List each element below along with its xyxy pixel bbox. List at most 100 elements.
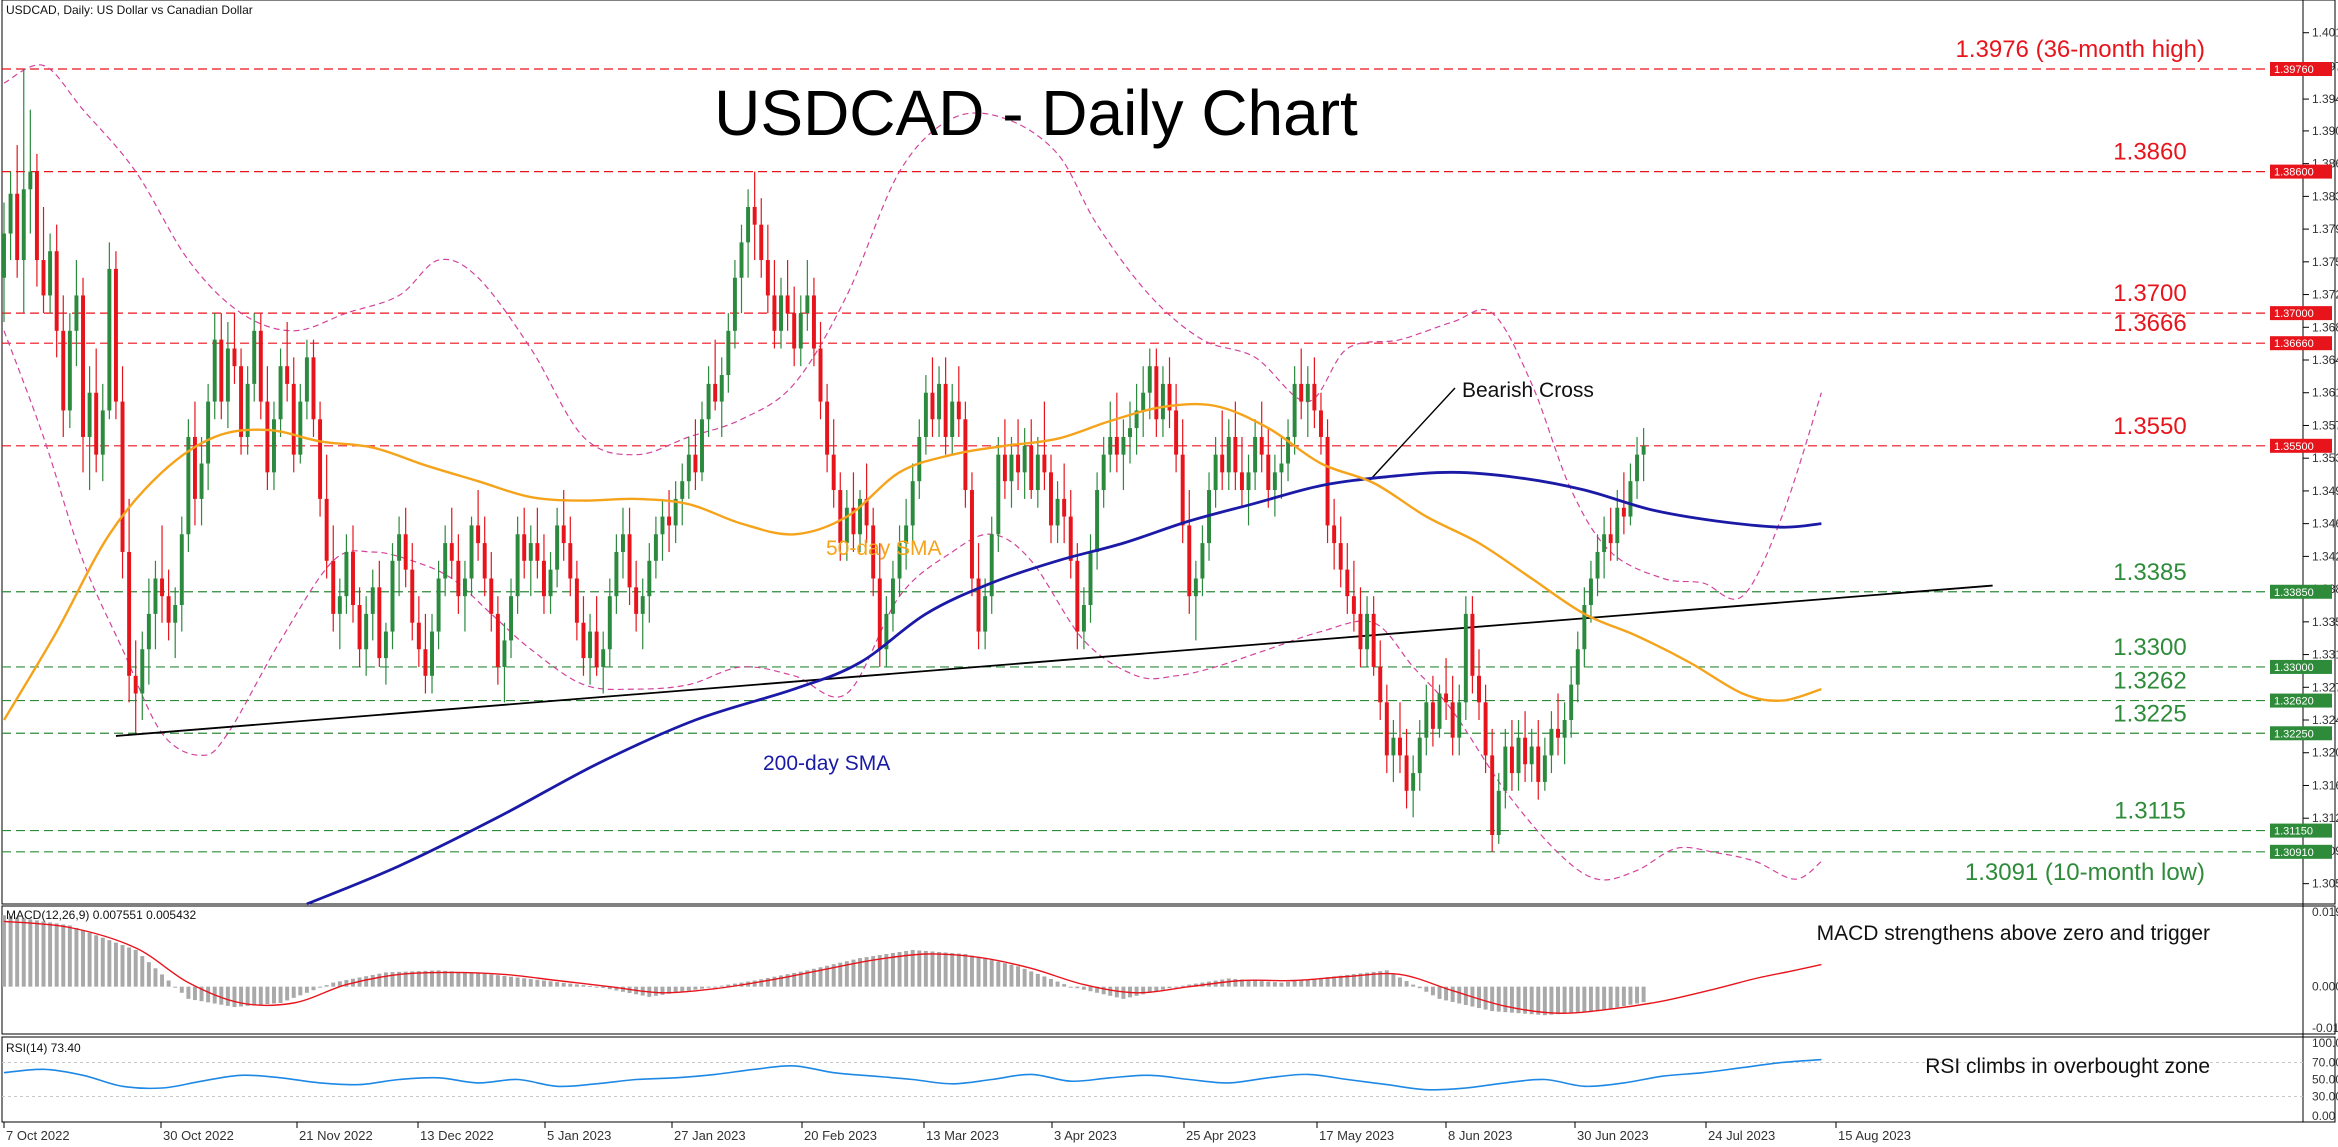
candle-body [74, 295, 79, 331]
macd-histogram-bar [1299, 980, 1304, 987]
price-tick-label: 1.36840 [2312, 320, 2338, 334]
macd-histogram-bar [1595, 986, 1600, 1012]
macd-histogram-bar [1180, 985, 1185, 987]
macd-histogram-bar [456, 971, 461, 987]
macd-histogram-bar [1424, 986, 1429, 992]
candle-body [212, 339, 217, 402]
candle-body [120, 401, 125, 552]
macd-tick-label: -0.011609 [2312, 1021, 2338, 1035]
candle-body [100, 410, 105, 455]
candle-body [904, 525, 909, 544]
candle-body [1121, 436, 1126, 455]
date-tick-label: 5 Jan 2023 [547, 1128, 611, 1143]
candle-body [21, 189, 26, 261]
macd-histogram-bar [1075, 986, 1080, 989]
candle-body [1384, 702, 1389, 756]
macd-histogram-bar [173, 986, 178, 988]
macd-histogram-bar [416, 971, 421, 987]
macd-histogram-bar [1266, 981, 1271, 987]
macd-histogram-bar [331, 982, 336, 987]
date-tick-label: 13 Dec 2022 [420, 1128, 494, 1143]
macd-histogram-bar [1516, 986, 1521, 1014]
candle-body [923, 392, 928, 437]
candle-body [1358, 613, 1363, 650]
main-panel-frame [1, 0, 2336, 905]
macd-annotation: MACD strengthens above zero and trigger [1817, 922, 2210, 945]
macd-histogram-bar [956, 953, 961, 987]
level-price-tag-text: 1.35500 [2274, 441, 2314, 453]
candle-body [278, 366, 283, 420]
candle-body [1371, 613, 1376, 667]
candle-body [647, 560, 652, 597]
macd-histogram-bar [1477, 986, 1481, 1009]
candle-body [1602, 534, 1607, 552]
macd-histogram-bar [831, 964, 836, 987]
macd-histogram-bar [1035, 973, 1040, 987]
date-tick-label: 21 Nov 2022 [299, 1128, 373, 1143]
candle-body [179, 534, 184, 606]
macd-histogram-bar [1391, 973, 1396, 987]
candle-body [1029, 445, 1034, 491]
macd-histogram-bar [436, 970, 441, 987]
candle-body [1154, 366, 1159, 420]
candle-body [1351, 596, 1356, 614]
candle-body [1325, 436, 1330, 526]
candle-body [476, 525, 481, 544]
candle-body [1233, 436, 1238, 473]
candle-body [1378, 666, 1383, 703]
macd-signal-line [3, 920, 1822, 1014]
candle-body [1095, 490, 1100, 552]
macd-histogram-bar [871, 956, 876, 987]
macd-histogram-bar [1022, 968, 1027, 987]
candle-body [495, 613, 500, 667]
candle-body [522, 534, 527, 561]
macd-histogram-bar [1338, 975, 1343, 987]
macd-histogram-bar [239, 986, 244, 1007]
macd-panel: 0.019776 0.000000 -0.011609 [2, 905, 2338, 1035]
candle-body [779, 295, 783, 331]
macd-histogram-bar [1141, 986, 1146, 995]
candle-body [436, 578, 441, 632]
date-tick-label: 7 Oct 2022 [6, 1128, 70, 1143]
macd-histogram-bar [449, 971, 454, 987]
macd-histogram-bar [1411, 984, 1416, 987]
macd-histogram-bar [1009, 964, 1014, 987]
macd-histogram-bar [1529, 986, 1534, 1015]
price-tick-label: 1.35360 [2312, 451, 2338, 465]
macd-histogram-bar [759, 979, 764, 987]
candle-body [818, 348, 823, 402]
candle-body [1496, 790, 1501, 836]
candle-body [337, 596, 342, 614]
price-tick-label: 1.32030 [2312, 746, 2338, 760]
level-price-tag [2270, 584, 2332, 599]
macd-histogram-bar [1292, 981, 1297, 987]
macd-histogram-bar [1193, 983, 1198, 987]
macd-histogram-bar [976, 957, 981, 987]
macd-histogram-bar [541, 980, 546, 987]
candle-body [1635, 454, 1640, 482]
candle-body [844, 507, 849, 544]
candle-body [146, 613, 151, 650]
candle-body [186, 436, 191, 535]
macd-histogram-bar [1351, 974, 1356, 987]
candle-body [1035, 454, 1040, 491]
macd-histogram-bar [910, 949, 915, 987]
candle-body [772, 295, 777, 331]
macd-histogram-bar [917, 950, 922, 987]
candle-body [430, 631, 434, 676]
macd-histogram-bar [1325, 977, 1330, 987]
macd-histogram-bar [930, 951, 935, 987]
level-label: 1.3976 (36-month high) [1956, 36, 2206, 63]
candle-body [357, 605, 362, 650]
candle-body [890, 578, 895, 614]
candle-body [113, 268, 118, 402]
candle-body [581, 622, 586, 659]
macd-histogram-bar [15, 917, 20, 987]
date-tick-label: 24 Jul 2023 [1708, 1128, 1775, 1143]
macd-histogram-bar [535, 979, 540, 987]
candle-body [1180, 454, 1185, 526]
candle-body [1615, 507, 1620, 544]
macd-histogram-bar [1147, 986, 1152, 993]
sma200-line [306, 470, 1822, 906]
candle-body [897, 543, 902, 579]
